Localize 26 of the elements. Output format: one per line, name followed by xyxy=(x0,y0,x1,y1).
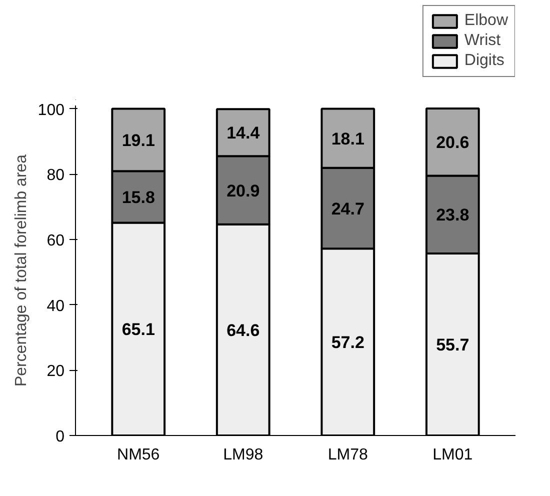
x-tick-label: LM98 xyxy=(223,446,264,464)
y-axis-title: Percentage of total forelimb area xyxy=(12,154,30,387)
data-label: 14.4 xyxy=(226,124,260,143)
data-label: 19.1 xyxy=(122,130,155,150)
legend-label: Digits xyxy=(464,52,504,70)
y-tick-label: 80 xyxy=(46,167,65,184)
legend-label: Elbow xyxy=(464,12,508,30)
y-tick-label: 40 xyxy=(46,298,65,315)
data-label: 65.1 xyxy=(122,320,155,340)
data-label: 64.6 xyxy=(226,320,260,340)
y-tick-label: 20 xyxy=(46,363,65,380)
x-tick-label: NM56 xyxy=(117,446,160,464)
y-tick-label: 0 xyxy=(56,428,65,446)
data-label: 20.6 xyxy=(436,133,470,152)
data-label: 55.7 xyxy=(436,336,470,355)
x-tick-label: LM78 xyxy=(328,446,368,464)
y-tick-label: 60 xyxy=(46,232,65,250)
data-label: 23.8 xyxy=(436,206,470,225)
data-label: 15.8 xyxy=(122,188,155,207)
data-label: 24.7 xyxy=(331,199,364,218)
x-tick-label: LM01 xyxy=(432,446,473,464)
legend-label: Wrist xyxy=(464,32,501,50)
data-label: 18.1 xyxy=(331,129,364,148)
data-label: 20.9 xyxy=(226,181,260,200)
y-tick-label: 100 xyxy=(38,102,65,119)
data-label: 57.2 xyxy=(331,333,364,352)
